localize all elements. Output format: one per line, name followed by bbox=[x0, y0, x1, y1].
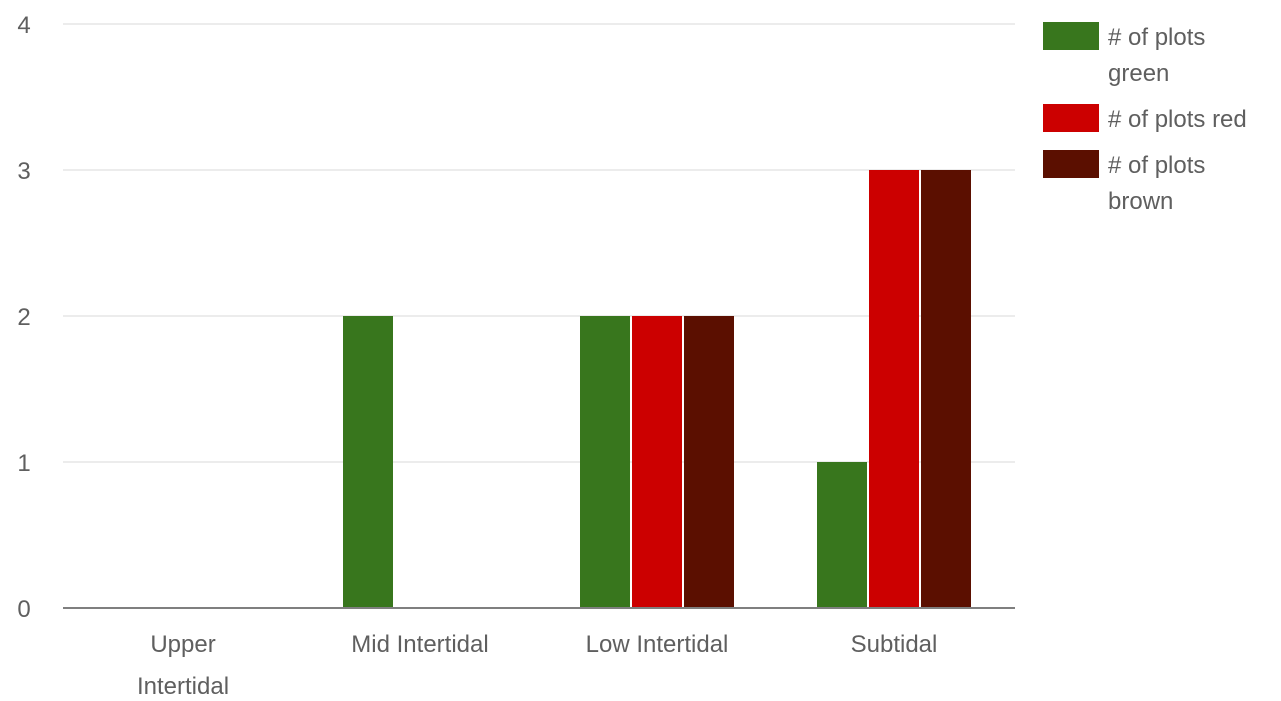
legend-label: # of plots bbox=[1108, 24, 1205, 51]
bar bbox=[684, 316, 734, 608]
x-tick-label: Upper bbox=[150, 631, 215, 658]
legend-label: # of plots red bbox=[1108, 106, 1247, 133]
axes: 0 1 2 3 4 Upper Intertidal Mid Intertidal Low In… bbox=[17, 12, 1015, 700]
legend-swatch bbox=[1043, 22, 1099, 50]
y-tick-label: 2 bbox=[17, 304, 30, 331]
x-tick-label: Subtidal bbox=[851, 631, 938, 658]
bar bbox=[632, 316, 682, 608]
legend-label: green bbox=[1108, 60, 1169, 87]
bar bbox=[869, 170, 919, 608]
bar bbox=[817, 462, 867, 608]
bar bbox=[921, 170, 971, 608]
y-tick-label: 1 bbox=[17, 450, 30, 477]
legend-label: brown bbox=[1108, 188, 1173, 215]
y-tick-label: 3 bbox=[17, 158, 30, 185]
x-tick-label: Mid Intertidal bbox=[351, 631, 488, 658]
legend-label: # of plots bbox=[1108, 152, 1205, 179]
bar bbox=[343, 316, 393, 608]
legend: # of plots green # of plots red # of plots b… bbox=[1043, 22, 1247, 215]
bar bbox=[580, 316, 630, 608]
bars bbox=[343, 170, 971, 608]
legend-swatch bbox=[1043, 104, 1099, 132]
y-tick-label: 4 bbox=[17, 12, 30, 39]
y-tick-label: 0 bbox=[17, 596, 30, 623]
legend-swatch bbox=[1043, 150, 1099, 178]
x-tick-label: Low Intertidal bbox=[586, 631, 729, 658]
x-tick-label: Intertidal bbox=[137, 673, 229, 696]
